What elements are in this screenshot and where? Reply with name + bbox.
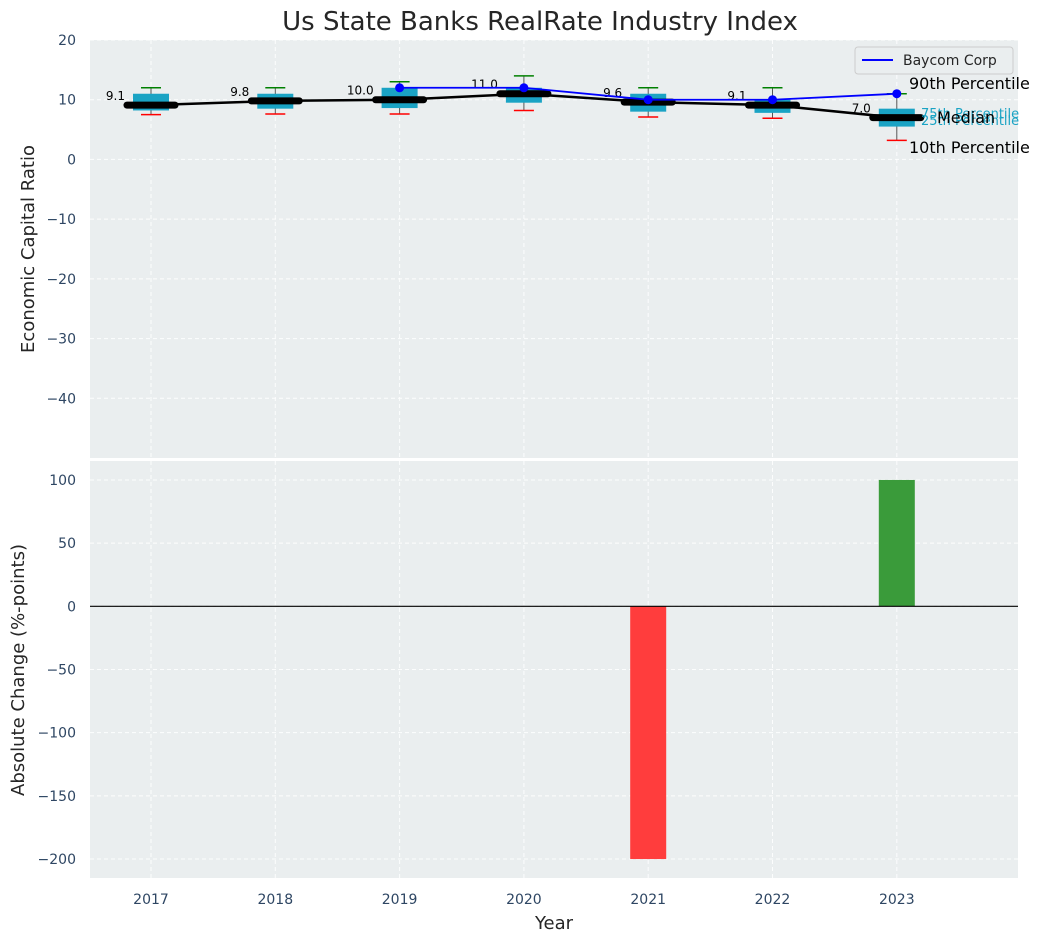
- x-tick-label: 2022: [755, 892, 791, 908]
- bottom-y-ticks: 100 50 0 −50 −100 −150 −200: [38, 473, 76, 868]
- x-tick-label: 2021: [630, 892, 666, 908]
- top-y-axis-label: Economic Capital Ratio: [18, 145, 39, 353]
- p10-annotation: 10th Percentile: [909, 138, 1030, 157]
- top-y-tick-label: −10: [46, 212, 76, 228]
- median-annotation: Median: [937, 108, 995, 127]
- top-grid: [90, 39, 1018, 458]
- x-tick-label: 2020: [506, 892, 542, 908]
- x-tick-label: 2019: [382, 892, 418, 908]
- company-point: [892, 89, 902, 99]
- bottom-y-tick-label: −100: [38, 726, 76, 742]
- legend: Baycom Corp: [854, 46, 1014, 75]
- x-ticks: 2017 2018 2019 2020 2021 2022 2023: [133, 892, 914, 908]
- median-trend-line: [150, 92, 897, 119]
- median-value-label: 7.0: [852, 102, 871, 116]
- change-bar: [878, 479, 915, 607]
- median-value-label: 9.1: [727, 89, 746, 103]
- median-value-label: 11.0: [471, 78, 498, 92]
- bottom-y-axis-label: Absolute Change (%-points): [8, 544, 29, 796]
- chart-title: Us State Banks RealRate Industry Index: [282, 7, 798, 37]
- median-value-label: 10.0: [347, 84, 374, 98]
- legend-label-baycom: Baycom Corp: [903, 53, 997, 69]
- legend-box: [854, 46, 1014, 75]
- top-y-tick-label: 20: [58, 33, 76, 49]
- top-y-ticks: 20 10 0 −10 −20 −30 −40: [46, 33, 76, 407]
- p90-annotation: 90th Percentile: [909, 74, 1030, 93]
- change-bars: [630, 479, 915, 860]
- bottom-y-tick-label: −150: [38, 789, 76, 805]
- top-y-tick-label: −40: [46, 391, 76, 407]
- x-tick-label: 2023: [879, 892, 915, 908]
- change-bar: [630, 606, 667, 860]
- x-tick-label: 2017: [133, 892, 169, 908]
- bottom-y-tick-label: 0: [67, 599, 76, 615]
- bottom-y-tick-label: −200: [38, 852, 76, 868]
- top-y-tick-label: −30: [46, 332, 76, 348]
- median-value-label: 9.1: [106, 89, 125, 103]
- company-point: [395, 83, 405, 93]
- bottom-y-tick-label: 100: [49, 473, 76, 489]
- company-point: [643, 95, 653, 105]
- x-axis-label: Year: [534, 913, 574, 934]
- top-y-tick-label: −20: [46, 272, 76, 288]
- company-point: [768, 95, 777, 105]
- percentile-annotations: 90th Percentile 75th Percentile 25th Per…: [909, 74, 1030, 157]
- x-tick-label: 2018: [257, 892, 293, 908]
- median-value-label: 9.6: [603, 86, 622, 100]
- top-y-tick-label: 10: [58, 93, 76, 109]
- bottom-y-tick-label: −50: [46, 663, 76, 679]
- median-value-label: 9.8: [230, 85, 249, 99]
- p75-annotation: 75th Percentile: [921, 107, 1019, 122]
- p25-annotation: 25th Percentile: [921, 114, 1019, 129]
- top-plot-area: [90, 40, 1018, 458]
- company-point: [519, 83, 529, 93]
- bottom-y-tick-label: 50: [58, 536, 76, 552]
- top-y-tick-label: 0: [67, 152, 76, 168]
- company-series: [395, 83, 902, 105]
